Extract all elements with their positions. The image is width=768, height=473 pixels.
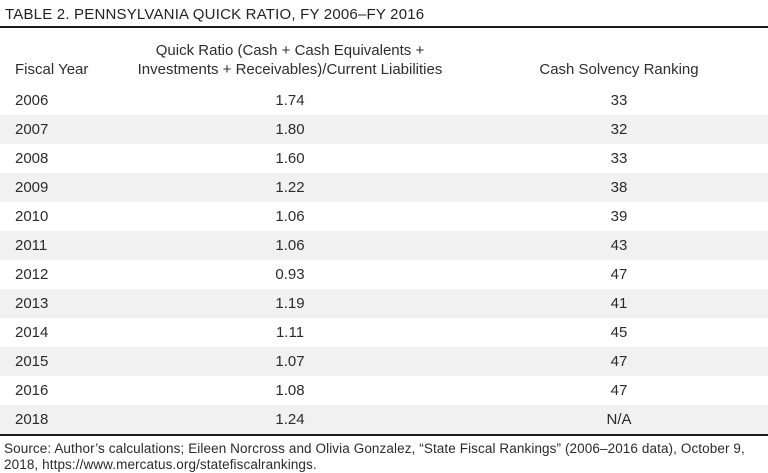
- quick-ratio-cell: 1.74: [275, 92, 305, 109]
- table-row: 2010 1.06 39: [0, 202, 768, 231]
- quick-ratio-cell: 1.24: [275, 411, 305, 428]
- ranking-cell: 47: [610, 382, 628, 399]
- table-header-row: Fiscal Year Quick Ratio (Cash + Cash Equ…: [0, 28, 768, 86]
- ranking-cell: 45: [610, 324, 628, 341]
- ranking-cell: 43: [610, 237, 628, 254]
- fiscal-year-cell: 2015: [15, 353, 49, 370]
- fiscal-year-cell: 2007: [15, 121, 49, 138]
- fiscal-year-cell: 2009: [15, 179, 49, 196]
- fiscal-year-cell: 2011: [15, 237, 48, 254]
- ranking-cell: 41: [610, 295, 628, 312]
- source-note: Source: Author’s calculations; Eileen No…: [4, 441, 745, 472]
- quick-ratio-cell: 0.93: [275, 266, 305, 283]
- table-body: 2006 1.74 33 2007 1.80 32 2008 1.60 33 2…: [0, 86, 768, 436]
- fiscal-year-cell: 2014: [15, 324, 49, 341]
- column-header-quick-ratio: Quick Ratio (Cash + Cash Equivalents + I…: [110, 41, 470, 79]
- ranking-cell: 39: [610, 208, 628, 225]
- quick-ratio-cell: 1.06: [275, 237, 305, 254]
- ranking-cell: 47: [610, 266, 628, 283]
- quick-ratio-cell: 1.19: [275, 295, 305, 312]
- table-row: 2013 1.19 41: [0, 289, 768, 318]
- column-header-quick-ratio-line1: Quick Ratio (Cash + Cash Equivalents +: [155, 42, 425, 59]
- quick-ratio-cell: 1.60: [275, 150, 305, 167]
- ranking-cell: 33: [610, 150, 628, 167]
- quick-ratio-cell: 1.22: [275, 179, 305, 196]
- table-row: 2009 1.22 38: [0, 173, 768, 202]
- table-row: 2015 1.07 47: [0, 347, 768, 376]
- column-header-quick-ratio-line2: Investments + Receivables)/Current Liabi…: [137, 61, 443, 78]
- table-row: 2016 1.08 47: [0, 376, 768, 405]
- table-row: 2011 1.06 43: [0, 231, 768, 260]
- ranking-cell: 47: [610, 353, 628, 370]
- fiscal-year-cell: 2008: [15, 150, 49, 167]
- fiscal-year-cell: 2016: [15, 382, 49, 399]
- ranking-cell: 33: [610, 92, 628, 109]
- fiscal-year-cell: 2010: [15, 208, 49, 225]
- fiscal-year-cell: 2006: [15, 92, 49, 109]
- table-row: 2012 0.93 47: [0, 260, 768, 289]
- fiscal-year-cell: 2018: [15, 411, 49, 428]
- table-row: 2006 1.74 33: [0, 86, 768, 115]
- table-row: 2008 1.60 33: [0, 144, 768, 173]
- table-row: 2014 1.11 45: [0, 318, 768, 347]
- table-title: TABLE 2. PENNSYLVANIA QUICK RATIO, FY 20…: [0, 0, 768, 28]
- ranking-cell: 32: [610, 121, 628, 138]
- quick-ratio-cell: 1.08: [275, 382, 305, 399]
- table-row: 2007 1.80 32: [0, 115, 768, 144]
- table-row: 2018 1.24 N/A: [0, 405, 768, 434]
- fiscal-year-cell: 2012: [15, 266, 49, 283]
- column-header-cash-solvency-ranking: Cash Solvency Ranking: [539, 61, 699, 78]
- quick-ratio-cell: 1.07: [275, 353, 305, 370]
- column-header-fiscal-year: Fiscal Year: [15, 61, 89, 78]
- quick-ratio-cell: 1.06: [275, 208, 305, 225]
- fiscal-year-cell: 2013: [15, 295, 49, 312]
- ranking-cell: 38: [610, 179, 628, 196]
- ranking-cell: N/A: [606, 411, 632, 428]
- quick-ratio-cell: 1.80: [275, 121, 305, 138]
- quick-ratio-cell: 1.11: [275, 324, 305, 341]
